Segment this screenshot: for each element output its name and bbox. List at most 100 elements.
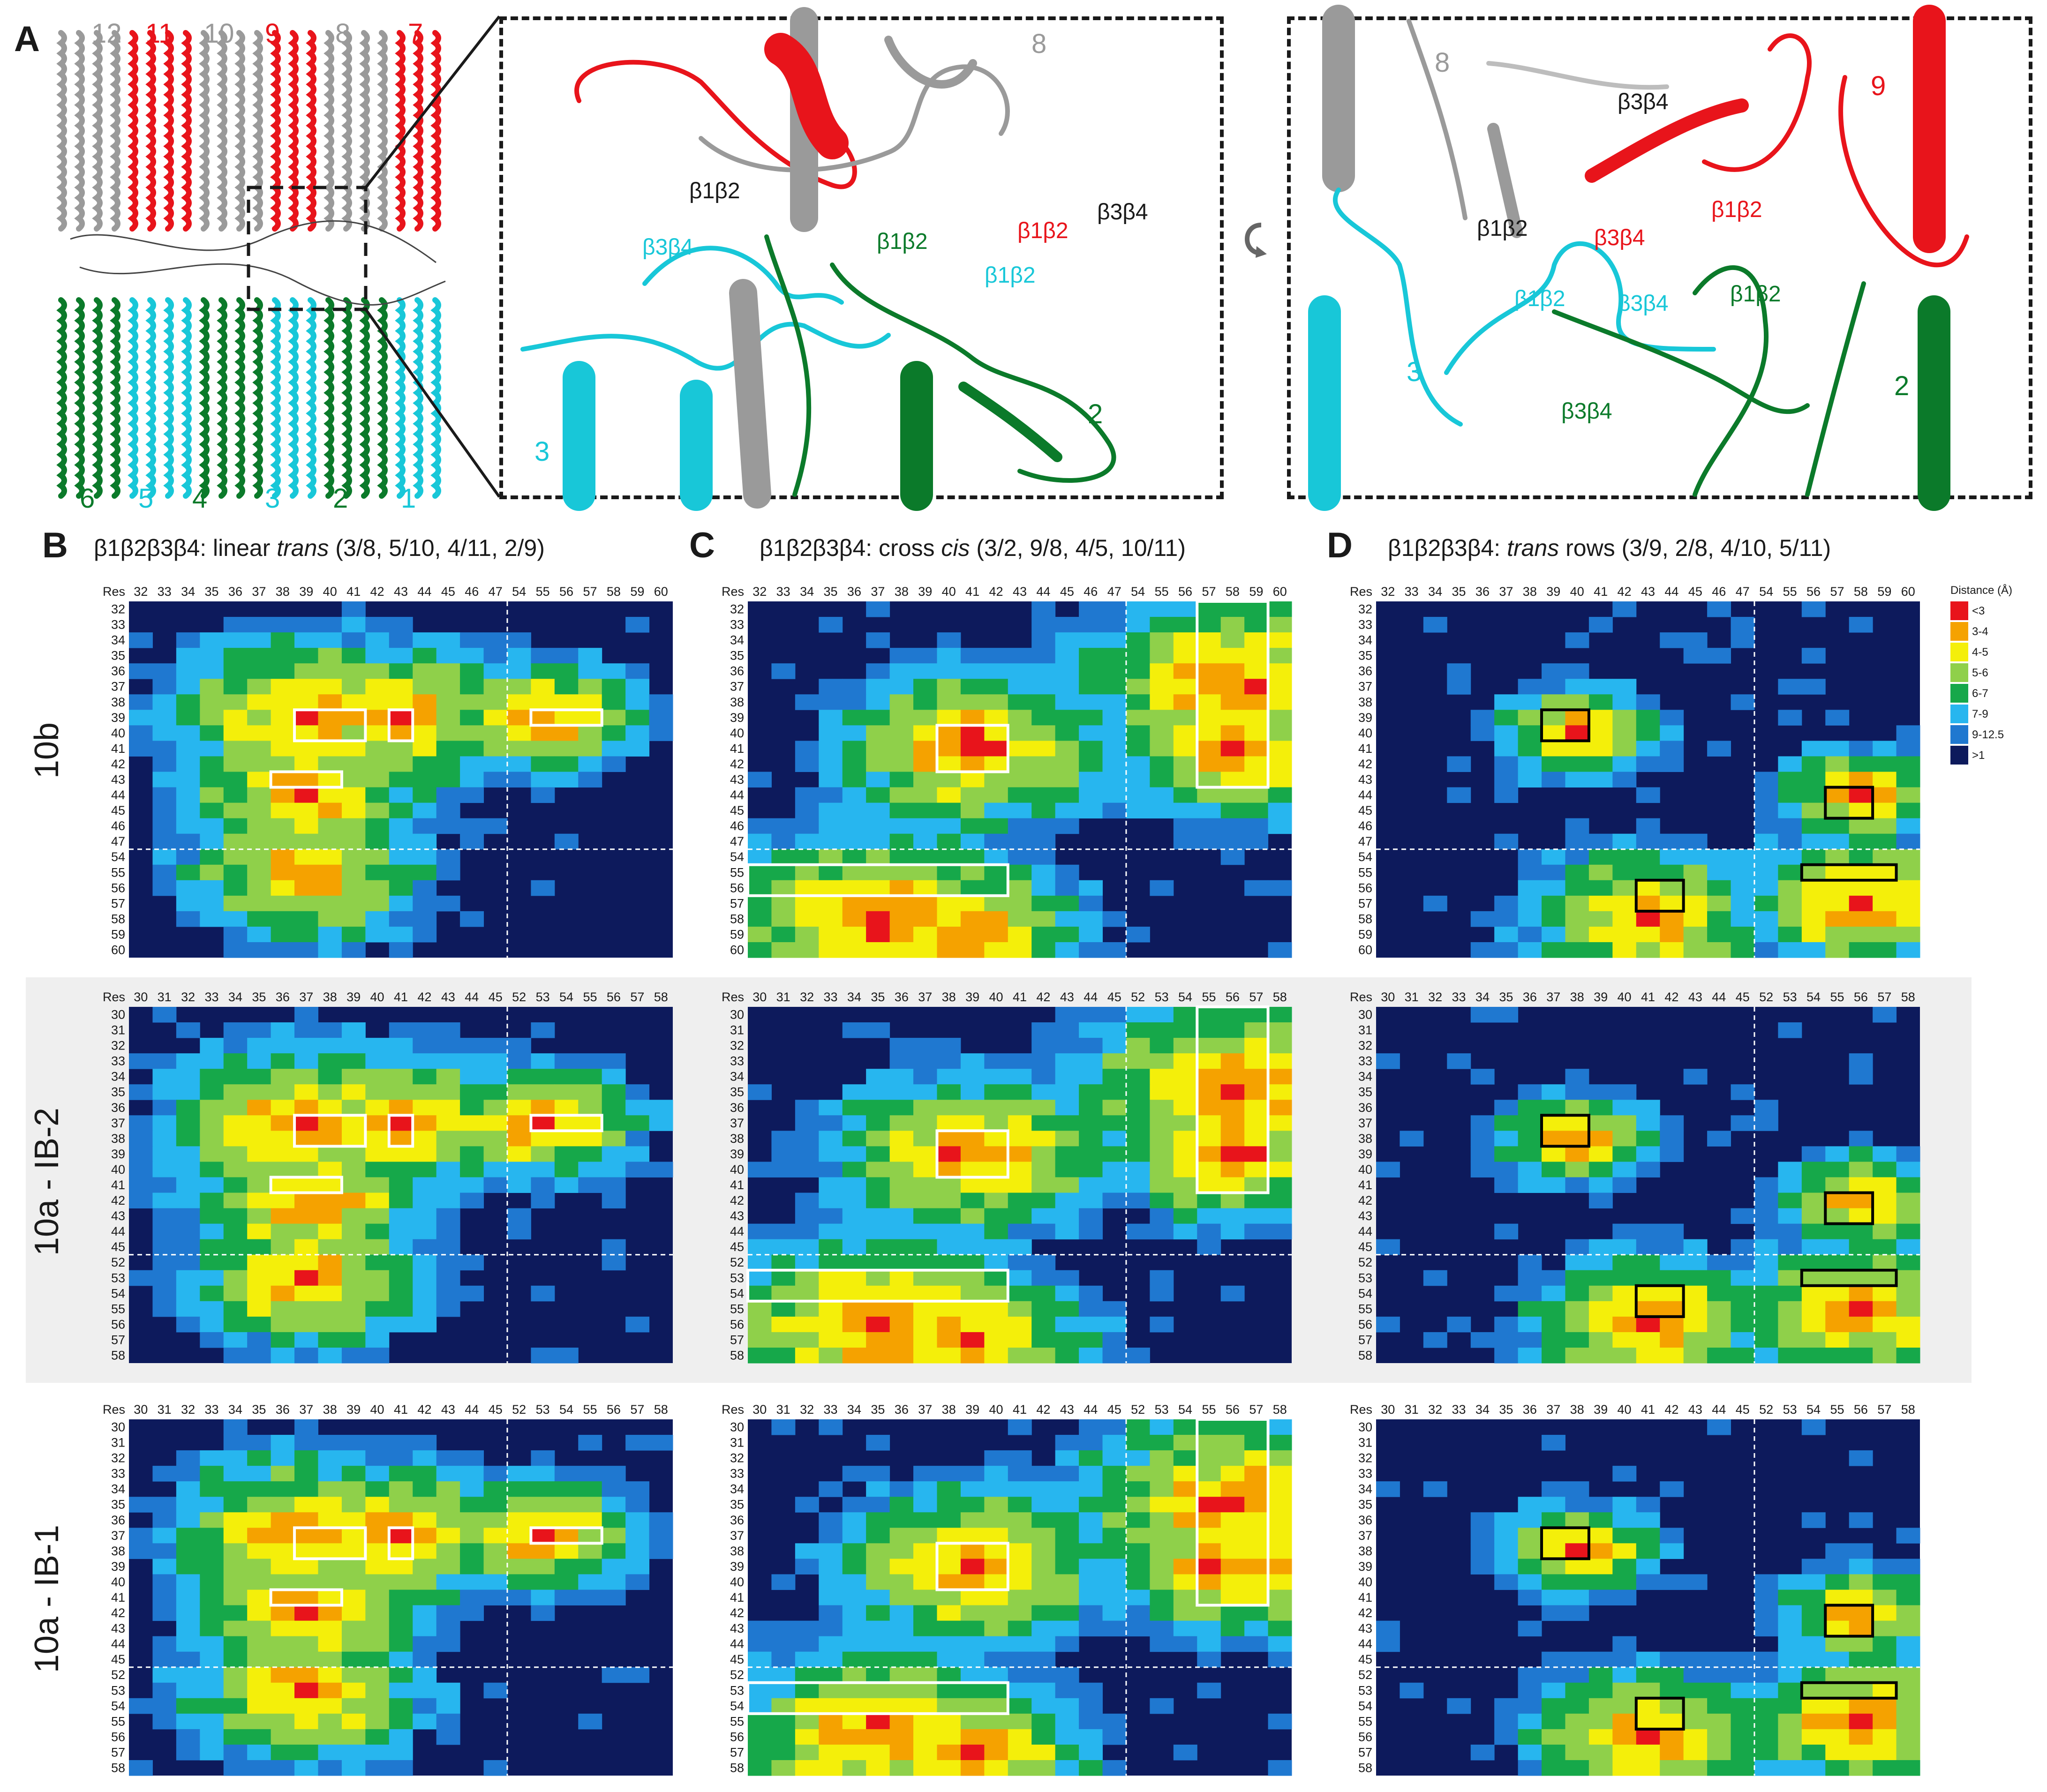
heatmap-cell [1612,679,1637,695]
zoom1-label-8: 8 [1031,29,1047,59]
heatmap-cell [1565,1254,1589,1271]
heatmap-cell [341,1301,366,1317]
heatmap-cell [960,926,985,943]
heatmap-cell [460,1038,484,1054]
zoom1-label-2: 2 [1088,399,1103,429]
x-tick-label: 58 [1273,990,1287,1004]
heatmap-cell [554,1559,579,1575]
heatmap-cell [1126,1177,1150,1193]
heatmap-cell [1683,1285,1708,1302]
heatmap-cell [389,1590,413,1606]
heatmap-cell [1220,679,1245,695]
heatmap-cell [1220,1162,1245,1177]
heatmap-cell [1754,1285,1778,1302]
heatmap-cell [1849,1347,1873,1364]
y-tick-label: 56 [111,881,125,895]
heatmap-cell [176,1636,200,1652]
heatmap-cell [1102,911,1127,927]
heatmap-cell [1244,1146,1269,1162]
heatmap-cell [913,1543,937,1559]
heatmap-cell [1244,1636,1269,1652]
heatmap-cell [1173,1100,1197,1116]
heatmap-cell [937,632,961,648]
heatmap-cell [1873,1239,1897,1255]
heatmap-cell [294,880,318,896]
heatmap-cell [1008,802,1032,819]
heatmap-cell [152,1605,177,1621]
y-tick-label: 38 [1358,1544,1372,1558]
heatmap-cell [129,1192,153,1209]
heatmap-cell [271,818,295,834]
heatmap-cell [889,880,914,896]
heatmap-cell [866,1543,890,1559]
heatmap-cell [842,1760,866,1776]
heatmap-cell [960,1347,985,1364]
heatmap-cell [200,1146,224,1162]
heatmap-cell [1588,617,1613,633]
heatmap-cell [1660,1481,1684,1497]
heatmap-cell [1636,849,1660,865]
heatmap-cell [531,1512,555,1528]
heatmap-cell [984,1316,1008,1333]
heatmap-cell [889,1208,914,1224]
heatmap-cell [1470,725,1495,741]
heatmap-cell [507,710,531,726]
heatmap-cell [247,1744,271,1761]
heatmap-cell [960,756,985,772]
heatmap-cell [1588,1316,1613,1333]
heatmap-cell [578,710,602,726]
zoom1-label-3: 3 [534,436,550,467]
heatmap-cell [889,1192,914,1209]
heatmap-d-10a-ib2: Res 30 31 32 33 34 35 36 37 38 39 40 41 42 43 44 45 52 53 5… [1350,990,1920,1364]
heatmap-cell [129,1528,153,1544]
x-tick-label: 41 [1641,990,1655,1004]
heatmap-cell [223,772,248,788]
heatmap-cell [960,1620,985,1637]
heatmap-cell [913,1559,937,1575]
heatmap-cell [1588,1347,1613,1364]
heatmap-cell [436,1208,460,1224]
subunit-3-label: 3 [265,483,280,514]
heatmap-cell [271,802,295,819]
heatmap-cell [1173,725,1197,741]
heatmap-cell [152,1223,177,1240]
heatmap-cell [578,1559,602,1575]
heatmap-cell [1244,818,1269,834]
heatmap-cell [1849,1270,1873,1286]
heatmap-cell [1268,1419,1292,1435]
y-tick-label: 56 [1358,1317,1372,1331]
heatmap-cell [294,1192,318,1209]
heatmap-cell [1849,787,1873,803]
heatmap-cell [389,1223,413,1240]
heatmap-cell [889,1559,914,1575]
heatmap-cell [913,1192,937,1209]
zoom2-green-b1b2: β1β2 [1730,282,1781,307]
heatmap-cell [1542,942,1565,958]
heatmap-cell [294,1729,318,1745]
helix [359,30,370,232]
heatmap-cell [341,895,366,912]
heatmap-cell [1873,1285,1897,1302]
heatmap-cell [1220,1466,1245,1482]
heatmap-cell [483,1574,508,1590]
x-tick-label: 56 [1806,585,1821,599]
heatmap-cell [1031,849,1056,865]
zoom-1-ribbons [520,7,1116,511]
heatmap-cell [247,1543,271,1559]
heatmap-cell [1494,1223,1519,1240]
heatmap-cell [771,911,796,927]
heatmap-cell [842,725,866,741]
heading-d-italic: trans [1507,535,1559,561]
heatmap-cell [389,1100,413,1116]
y-tick-label: 34 [730,1070,744,1084]
heatmap-cell [913,1574,937,1590]
heatmap-cell [436,710,460,726]
heatmap-cell [152,1528,177,1544]
heatmap-cell [271,1239,295,1255]
heatmap-cell [436,849,460,865]
heatmap-cell [413,1466,437,1482]
heatmap-cell [1197,1223,1221,1240]
heatmap-cell [1102,632,1127,648]
zoom2-label-2: 2 [1894,371,1910,401]
heatmap-cell [960,1301,985,1317]
